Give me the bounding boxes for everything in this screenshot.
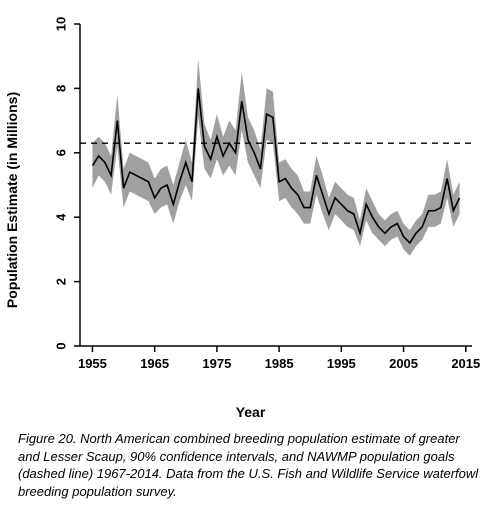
y-axis-label: Population Estimate (in Millions) bbox=[4, 92, 20, 308]
y-tick-label: 6 bbox=[53, 149, 68, 156]
x-tick-label: 1975 bbox=[202, 356, 231, 371]
x-tick-label: 1985 bbox=[265, 356, 294, 371]
y-tick-label: 8 bbox=[53, 85, 68, 92]
y-tick-label: 4 bbox=[53, 213, 68, 221]
figure-container: 0 2 4 6 8 10 1955 1965 1975 1985 1995 2005 2015 Popu… bbox=[0, 0, 501, 521]
figure-caption: Figure 20. North American combined breed… bbox=[16, 430, 485, 500]
x-tick-label: 2005 bbox=[389, 356, 418, 371]
y-tick-label: 2 bbox=[53, 278, 68, 285]
chart-svg: 0 2 4 6 8 10 1955 1965 1975 1985 1995 2005 2015 bbox=[16, 10, 486, 390]
x-tick-label: 1955 bbox=[78, 356, 107, 371]
x-tick-label: 2015 bbox=[451, 356, 480, 371]
x-tick-label: 1965 bbox=[140, 356, 169, 371]
chart-area: 02468101955196519751985199520052015 Popu… bbox=[16, 10, 486, 390]
x-tick-label: 1995 bbox=[327, 356, 356, 371]
y-tick-label: 10 bbox=[53, 17, 68, 31]
x-axis-label: Year bbox=[16, 404, 485, 420]
y-tick-label: 0 bbox=[53, 342, 68, 349]
